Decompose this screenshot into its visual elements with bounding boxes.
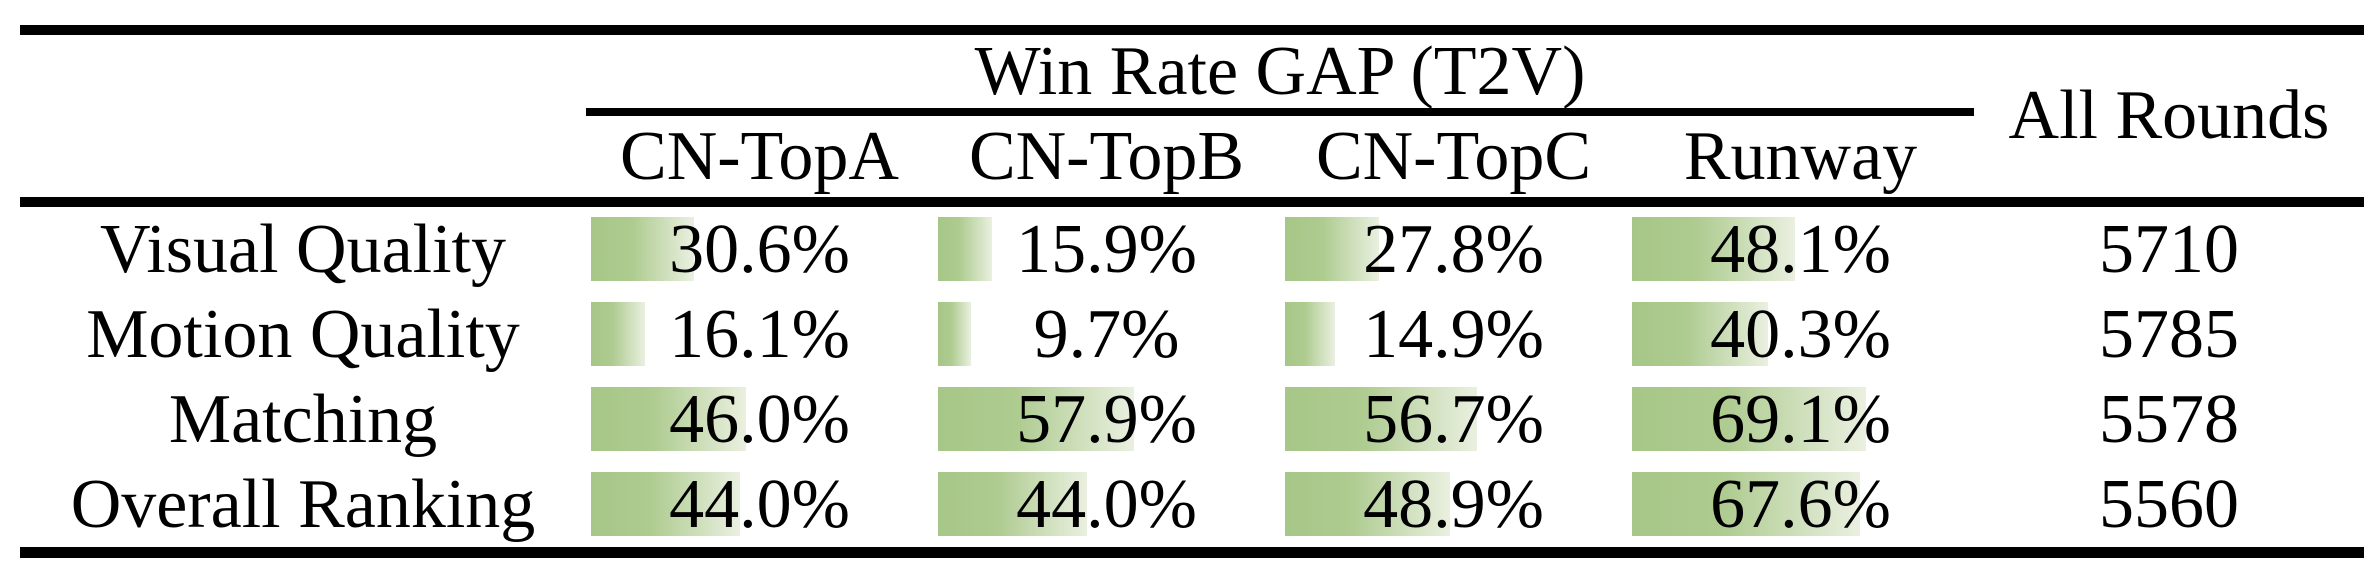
win-rate-cell-cn-topa: 44.0% [586, 462, 933, 547]
win-rate-cell-cn-topa: 16.1% [586, 292, 933, 377]
win-rate-cell-cn-topa: 46.0% [586, 377, 933, 462]
row-label: Matching [168, 380, 438, 458]
win-rate-value: 56.7% [1363, 380, 1544, 458]
win-rate-value: 40.3% [1710, 295, 1891, 373]
win-rate-value: 27.8% [1363, 210, 1544, 288]
win-rate-cell-runway: 48.1% [1627, 207, 1974, 292]
column-header-cn-topb: CN-TopB [968, 117, 1245, 195]
win-rate-bar [938, 302, 971, 366]
win-rate-cell-cn-topb: 9.7% [933, 292, 1280, 377]
win-rate-bar [938, 472, 1087, 536]
win-rate-cell-cn-topb: 15.9% [933, 207, 1280, 292]
table-row-overall-ranking: Overall Ranking 44.0% 44.0% 48.9% 67.6% 5560 [20, 462, 2364, 547]
win-rate-bar [1632, 387, 1866, 451]
table-row-visual-quality: Visual Quality 30.6% 15.9% 27.8% 48.1% 5710 [20, 207, 2364, 292]
win-rate-cell-runway: 69.1% [1627, 377, 1974, 462]
header-body-rule [20, 197, 2364, 207]
win-rate-value: 69.1% [1710, 380, 1891, 458]
win-rate-cell-runway: 40.3% [1627, 292, 1974, 377]
win-rate-cell-cn-topc: 14.9% [1280, 292, 1627, 377]
table-header: Win Rate GAP (T2V) All Rounds CN-TopA CN-… [20, 35, 2364, 197]
all-rounds-header-cell: All Rounds [1974, 35, 2364, 197]
win-rate-bar [591, 472, 740, 536]
win-rate-value: 46.0% [669, 380, 850, 458]
win-rate-cell-cn-topc: 48.9% [1280, 462, 1627, 547]
column-header-cn-topa: CN-TopA [620, 117, 899, 195]
all-rounds-header-label: All Rounds [2008, 77, 2330, 154]
win-rate-cell-cn-topc: 27.8% [1280, 207, 1627, 292]
table-row-matching: Matching 46.0% 57.9% 56.7% 69.1% 5578 [20, 377, 2364, 462]
group-header-title: Win Rate GAP (T2V) [974, 32, 1586, 110]
win-rate-cell-cn-topb: 44.0% [933, 462, 1280, 547]
win-rate-cell-cn-topa: 30.6% [586, 207, 933, 292]
row-label: Overall Ranking [70, 465, 536, 543]
win-rate-bar [591, 217, 694, 281]
win-rate-table: Win Rate GAP (T2V) All Rounds CN-TopA CN-… [20, 25, 2364, 558]
win-rate-value: 57.9% [1016, 380, 1197, 458]
top-rule [20, 25, 2364, 35]
row-label: Visual Quality [99, 210, 507, 288]
table-row-motion-quality: Motion Quality 16.1% 9.7% 14.9% 40.3% 5785 [20, 292, 2364, 377]
win-rate-bar [591, 302, 645, 366]
column-header-cn-topc: CN-TopC [1315, 117, 1592, 195]
win-rate-value: 15.9% [1016, 210, 1197, 288]
win-rate-cell-runway: 67.6% [1627, 462, 1974, 547]
win-rate-cell-cn-topc: 56.7% [1280, 377, 1627, 462]
win-rate-value: 30.6% [669, 210, 850, 288]
win-rate-value: 48.9% [1363, 465, 1544, 543]
win-rate-bar [938, 217, 992, 281]
win-rate-bar [1632, 302, 1768, 366]
all-rounds-value: 5578 [2099, 380, 2239, 458]
row-label: Motion Quality [86, 295, 520, 373]
win-rate-value: 9.7% [1033, 295, 1180, 373]
group-header-cell: Win Rate GAP (T2V) [586, 35, 1974, 116]
win-rate-value: 16.1% [669, 295, 850, 373]
win-rate-bar [1285, 472, 1450, 536]
corner-cell [20, 35, 586, 197]
win-rate-bar [1632, 217, 1795, 281]
column-header-runway: Runway [1683, 117, 1918, 195]
win-rate-value: 44.0% [1016, 465, 1197, 543]
win-rate-bar [1285, 387, 1477, 451]
bottom-rule [20, 547, 2364, 558]
all-rounds-value: 5785 [2099, 295, 2239, 373]
win-rate-value: 67.6% [1710, 465, 1891, 543]
win-rate-bar [1285, 302, 1335, 366]
win-rate-value: 14.9% [1363, 295, 1544, 373]
win-rate-value: 44.0% [669, 465, 850, 543]
win-rate-bar [1285, 217, 1379, 281]
all-rounds-value: 5560 [2099, 465, 2239, 543]
win-rate-cell-cn-topb: 57.9% [933, 377, 1280, 462]
win-rate-bar [1632, 472, 1860, 536]
win-rate-bar [938, 387, 1134, 451]
win-rate-bar [591, 387, 746, 451]
all-rounds-value: 5710 [2099, 210, 2239, 288]
win-rate-value: 48.1% [1710, 210, 1891, 288]
table-body: Visual Quality 30.6% 15.9% 27.8% 48.1% 5710 Mo… [20, 207, 2364, 547]
